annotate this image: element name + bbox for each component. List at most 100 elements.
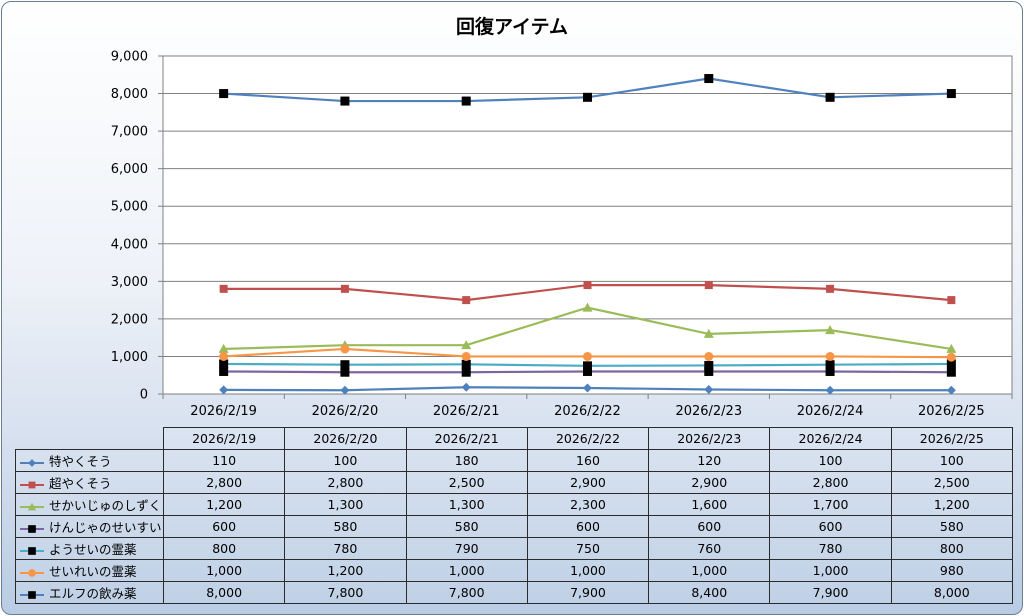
table-column-header: 2026/2/24 (769, 427, 892, 450)
data-label: 580 (405, 515, 528, 538)
data-point (825, 385, 835, 395)
table-row: けんじゃのせいすい 600 580 580 600 600 600 580 (15, 515, 1013, 538)
legend-key-graphic (20, 502, 44, 510)
data-label: 780 (284, 537, 407, 560)
table-row: エルフの飲み薬 8,000 7,800 7,800 7,900 8,400 7,900 8,0… (15, 581, 1013, 604)
y-tick-label: 0 (140, 388, 148, 403)
data-label: 790 (405, 537, 528, 560)
data-point (461, 340, 472, 350)
data-label: 580 (890, 515, 1013, 538)
data-point (340, 344, 350, 354)
table-header-row: 2026/2/19 2026/2/20 2026/2/21 2026/2/22 2026… (16, 427, 1013, 450)
data-label: 1,000 (405, 559, 528, 582)
data-point (219, 89, 229, 99)
legend-key-graphic (20, 458, 44, 467)
data-label: 800 (162, 537, 286, 560)
data-label: 580 (284, 515, 407, 538)
data-label: 760 (648, 537, 771, 560)
data-label: 1,700 (769, 493, 892, 516)
data-point (218, 343, 229, 353)
legend-label: せいれいの霊薬 (49, 564, 137, 579)
table-column-header: 2026/2/25 (890, 427, 1013, 450)
data-label: 7,900 (526, 581, 650, 604)
data-label: 2,800 (769, 471, 892, 494)
y-tick-label: 3,000 (111, 275, 148, 290)
legend-key-icon (20, 590, 44, 600)
data-label: 1,600 (648, 493, 771, 516)
data-table: 2026/2/19 2026/2/20 2026/2/21 2026/2/22 2026… (15, 427, 1013, 604)
y-tick-label: 5,000 (111, 200, 148, 215)
legend-key-marker (28, 590, 36, 599)
data-label: 780 (769, 537, 892, 560)
data-point (461, 367, 471, 377)
legend-entry: 特やくそう (15, 449, 164, 472)
data-label: 800 (890, 537, 1013, 560)
data-label: 8,000 (890, 581, 1013, 604)
data-label: 8,400 (648, 581, 771, 604)
data-label: 160 (526, 449, 650, 472)
data-point (582, 302, 593, 312)
data-point (340, 284, 349, 293)
data-point (219, 385, 229, 395)
legend-key-graphic (20, 546, 44, 555)
data-point (946, 89, 956, 99)
legend-key-icon (20, 546, 44, 556)
data-label: 7,800 (284, 581, 407, 604)
data-point (704, 281, 713, 290)
legend-label: 超やくそう (49, 476, 112, 491)
data-label: 110 (162, 449, 286, 472)
data-label: 100 (890, 449, 1013, 472)
data-point (219, 351, 229, 361)
legend-key-marker (28, 458, 36, 467)
legend-entry: ようせいの霊薬 (15, 537, 164, 560)
data-point (461, 96, 471, 106)
data-point (219, 284, 228, 293)
data-point (946, 367, 956, 377)
data-point (825, 360, 835, 370)
table-row: 特やくそう 110 100 180 160 120 100 100 (15, 449, 1013, 472)
y-tick-label: 6,000 (111, 162, 148, 177)
data-label: 7,900 (769, 581, 892, 604)
legend-label: ようせいの霊薬 (49, 542, 137, 557)
data-label: 2,800 (162, 471, 286, 494)
legend-entry: けんじゃのせいすい (15, 515, 164, 538)
data-label: 2,500 (890, 471, 1013, 494)
legend-key-icon (20, 458, 44, 468)
legend-key-icon (20, 568, 44, 578)
data-label: 100 (284, 449, 407, 472)
data-point (219, 366, 229, 376)
data-label: 120 (648, 449, 771, 472)
legend-key-icon (20, 480, 44, 490)
y-tick-label: 4,000 (111, 237, 148, 252)
data-point (703, 328, 714, 338)
data-label: 600 (769, 515, 892, 538)
data-label: 1,200 (890, 493, 1013, 516)
table-column-header: 2026/2/21 (405, 427, 528, 450)
legend-label: けんじゃのせいすい (49, 520, 162, 535)
table-column-header: 2026/2/23 (648, 427, 771, 450)
data-point (462, 296, 471, 305)
table-row: せかいじゅのしずく 1,200 1,300 1,300 2,300 1,600 1,700 1… (15, 493, 1013, 516)
table-row: 超やくそう 2,800 2,800 2,500 2,900 2,900 2,800 2,500 (15, 471, 1013, 494)
legend-label: 特やくそう (49, 454, 112, 469)
table-row: ようせいの霊薬 800 780 790 750 760 780 800 (15, 537, 1013, 560)
data-point (946, 359, 956, 369)
data-label: 2,500 (405, 471, 528, 494)
data-point (583, 281, 592, 290)
data-point (583, 92, 592, 102)
data-label: 1,000 (769, 559, 892, 582)
x-tick-label: 2026/2/25 (918, 404, 985, 419)
data-point (825, 351, 835, 361)
data-label: 8,000 (162, 581, 286, 604)
legend-key-graphic (20, 590, 44, 599)
table-row: せいれいの霊薬 1,000 1,200 1,000 1,000 1,000 1,000 980 (15, 559, 1013, 582)
legend-key-graphic (20, 568, 44, 577)
legend-key-marker (28, 524, 36, 533)
data-point (825, 325, 836, 335)
legend-key-graphic (20, 524, 44, 533)
data-point (826, 284, 835, 293)
data-label: 1,300 (284, 493, 407, 516)
data-label: 2,900 (648, 471, 771, 494)
legend-key-marker (28, 568, 36, 577)
